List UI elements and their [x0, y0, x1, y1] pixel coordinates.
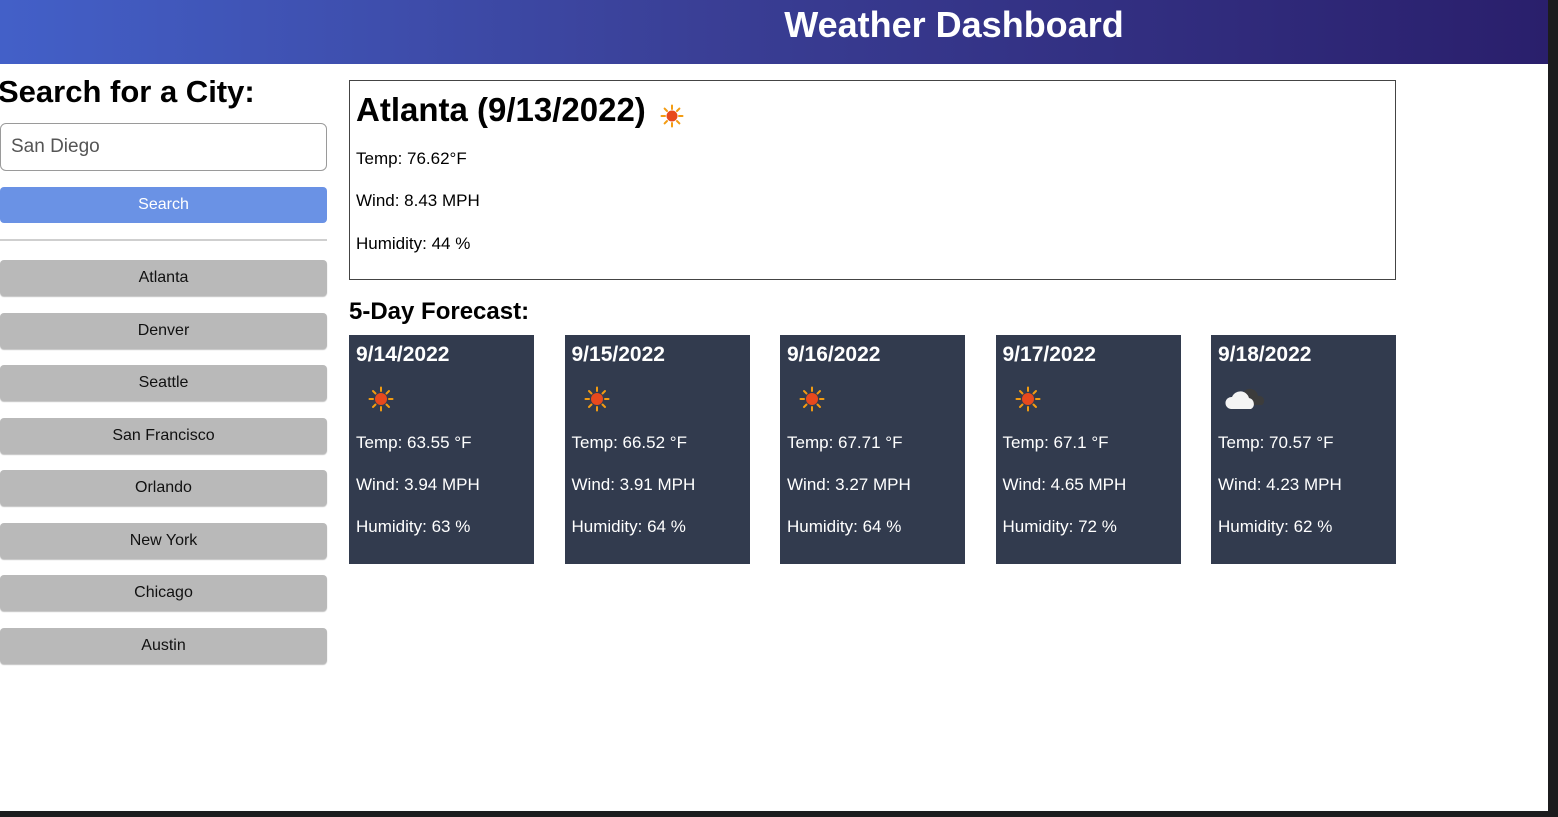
- forecast-date: 9/15/2022: [571, 343, 665, 366]
- forecast-temp: Temp: 70.57 °F: [1218, 433, 1334, 452]
- forecast-wind: Wind: 3.94 MPH: [356, 475, 480, 494]
- forecast-date: 9/16/2022: [787, 343, 881, 366]
- forecast-humidity: Humidity: 64 %: [787, 517, 902, 536]
- forecast-humidity: Humidity: 62 %: [1218, 517, 1333, 536]
- history-city-button[interactable]: Austin: [0, 627, 327, 664]
- current-city-date: Atlanta (9/13/2022): [356, 91, 646, 128]
- forecast-wind: Wind: 4.23 MPH: [1218, 475, 1342, 494]
- forecast-row: 9/14/2022 Temp: 63.55 °F Wind: 3.94 MPH …: [349, 335, 1396, 564]
- sun-icon: [584, 386, 609, 412]
- history-city-button[interactable]: Orlando: [0, 470, 327, 506]
- forecast-humidity: Humidity: 63 %: [356, 517, 471, 536]
- forecast-heading: 5-Day Forecast:: [349, 298, 530, 325]
- forecast-temp: Temp: 67.71 °F: [787, 433, 903, 452]
- forecast-card: 9/18/2022 Temp: 70.57 °F Wind: 4.23 MPH …: [1211, 335, 1396, 564]
- sun-icon: [368, 386, 394, 412]
- forecast-date: 9/14/2022: [356, 343, 450, 366]
- forecast-wind: Wind: 4.65 MPH: [1002, 475, 1127, 494]
- forecast-wind: Wind: 3.27 MPH: [787, 475, 911, 494]
- current-temp: Temp: 76.62°F: [356, 149, 467, 168]
- history-city-button[interactable]: Denver: [0, 312, 327, 349]
- current-weather-title: Atlanta (9/13/2022): [356, 91, 684, 129]
- page-title: Weather Dashboard: [784, 4, 1124, 45]
- forecast-humidity: Humidity: 72 %: [1002, 517, 1117, 536]
- forecast-card: 9/15/2022 Temp: 66.52 °F Wind: 3.91 MPH …: [564, 335, 750, 564]
- search-heading: Search for a City:: [0, 74, 255, 109]
- cloud-icon: [1225, 388, 1265, 409]
- sun-icon: [660, 98, 684, 128]
- forecast-card: 9/17/2022 Temp: 67.1 °F Wind: 4.65 MPH H…: [995, 335, 1181, 564]
- forecast-card: 9/16/2022 Temp: 67.71 °F Wind: 3.27 MPH …: [780, 335, 965, 564]
- history-city-button[interactable]: Chicago: [0, 575, 327, 611]
- forecast-temp: Temp: 63.55 °F: [356, 433, 472, 452]
- sun-icon: [1015, 386, 1040, 412]
- history-city-button[interactable]: San Francisco: [0, 417, 327, 454]
- city-search-input[interactable]: [0, 123, 327, 171]
- history-city-button[interactable]: Atlanta: [0, 260, 327, 296]
- forecast-humidity: Humidity: 64 %: [571, 517, 686, 536]
- sidebar-divider: [0, 239, 327, 241]
- history-city-button[interactable]: Seattle: [0, 365, 327, 401]
- current-wind: Wind: 8.43 MPH: [356, 191, 480, 210]
- forecast-date: 9/17/2022: [1002, 343, 1096, 366]
- current-humidity: Humidity: 44 %: [356, 234, 471, 253]
- search-button[interactable]: Search: [0, 187, 327, 223]
- forecast-date: 9/18/2022: [1218, 343, 1312, 366]
- sun-icon: [799, 386, 825, 412]
- history-city-button[interactable]: New York: [0, 522, 327, 559]
- page-header: Weather Dashboard: [0, 0, 1548, 64]
- forecast-temp: Temp: 66.52 °F: [571, 433, 687, 452]
- search-history-list: Atlanta Denver Seattle San Francisco Orl…: [0, 260, 327, 680]
- current-weather-card: Atlanta (9/13/2022) Te: [349, 80, 1396, 280]
- forecast-wind: Wind: 3.91 MPH: [571, 475, 696, 494]
- forecast-card: 9/14/2022 Temp: 63.55 °F Wind: 3.94 MPH …: [349, 335, 534, 564]
- forecast-temp: Temp: 67.1 °F: [1002, 433, 1109, 452]
